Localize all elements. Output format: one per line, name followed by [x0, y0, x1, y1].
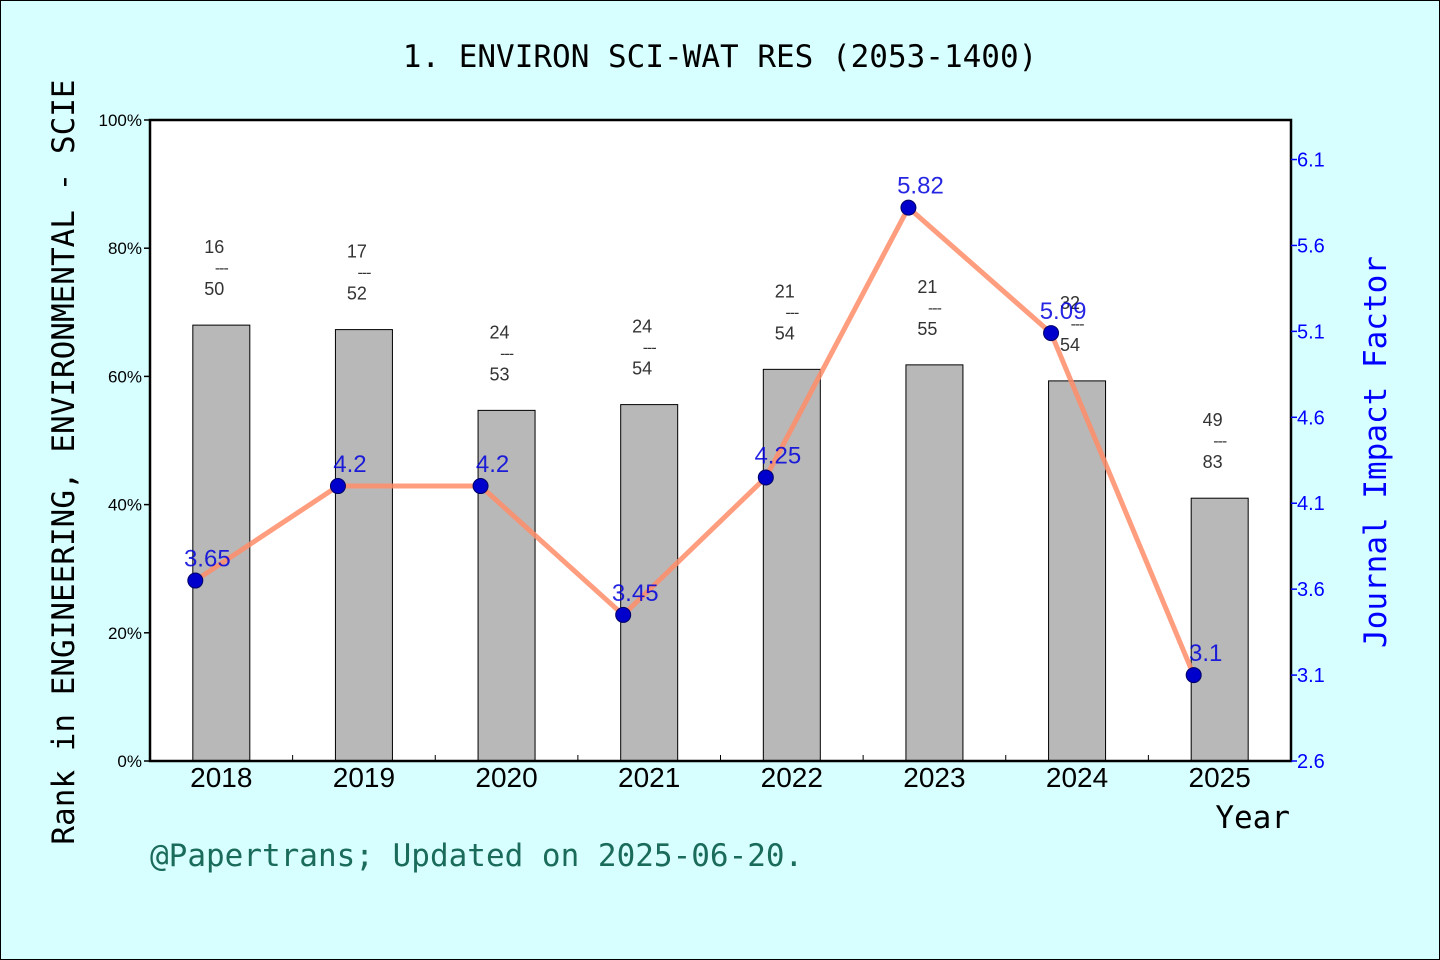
rank-separator-label: ---	[215, 260, 229, 277]
impact-point	[187, 572, 204, 589]
bar-2023	[905, 364, 964, 762]
x-tick-label: 2023	[903, 762, 965, 793]
rank-top-label: 21	[917, 277, 937, 297]
impact-point	[1043, 325, 1060, 342]
right-tick-label: 5.1	[1297, 321, 1325, 343]
rank-bottom-label: 55	[917, 319, 937, 339]
rank-bottom-label: 50	[204, 279, 224, 299]
impact-value-label: 3.1	[1189, 640, 1222, 667]
right-tick-label: 3.1	[1297, 665, 1325, 687]
x-tick-label: 2020	[475, 762, 537, 793]
rank-separator-label: ---	[928, 300, 942, 317]
rank-top-label: 17	[347, 242, 367, 262]
x-tick-label: 2025	[1189, 762, 1251, 793]
chart-title: 1. ENVIRON SCI-WAT RES (2053-1400)	[403, 39, 1038, 75]
left-axis: 0% 20% 40% 60% 80% 100%	[99, 111, 150, 771]
rank-top-label: 24	[632, 317, 652, 337]
rank-separator-label: ---	[643, 340, 657, 357]
right-axis: 2.6 3.1 3.6 4.1 4.6 5.1 5.6 6.1	[1291, 150, 1325, 773]
x-axis-label: Year	[1215, 800, 1290, 836]
left-tick-label: 0%	[117, 752, 142, 771]
left-tick-label: 20%	[108, 624, 142, 643]
right-tick-label: 5.6	[1297, 235, 1325, 257]
left-tick-label: 80%	[108, 239, 142, 258]
rank-top-label: 21	[775, 281, 795, 301]
rank-bottom-label: 52	[347, 284, 367, 304]
rank-top-label: 49	[1203, 410, 1223, 430]
impact-value-label: 4.2	[476, 451, 509, 478]
right-tick-label: 3.6	[1297, 579, 1325, 601]
right-tick-label: 4.6	[1297, 407, 1325, 429]
rank-bottom-label: 83	[1203, 452, 1223, 472]
bar-2022	[762, 368, 821, 762]
right-tick-label: 4.1	[1297, 493, 1325, 515]
rank-bottom-label: 54	[632, 359, 652, 379]
rank-bottom-label: 54	[775, 323, 795, 343]
rank-bottom-label: 53	[490, 364, 510, 384]
rank-separator-label: ---	[357, 265, 371, 282]
impact-value-label: 4.25	[754, 442, 801, 469]
impact-point	[900, 199, 917, 216]
x-tick-label: 2024	[1046, 762, 1108, 793]
rank-separator-label: ---	[785, 304, 799, 321]
impact-point	[1185, 667, 1202, 684]
impact-value-label: 4.2	[333, 451, 366, 478]
y2-axis-label: Journal Impact Factor	[1358, 256, 1394, 648]
rank-separator-label: ---	[1071, 316, 1085, 333]
plot-area	[150, 120, 1291, 761]
x-tick-label: 2022	[761, 762, 823, 793]
footer-credit: @Papertrans; Updated on 2025-06-20.	[150, 838, 803, 874]
rank-top-label: 16	[204, 237, 224, 257]
rank-separator-label: ---	[1213, 433, 1227, 450]
rank-separator-label: ---	[500, 345, 514, 362]
left-tick-label: 60%	[108, 367, 142, 386]
impact-point	[757, 469, 774, 486]
rank-top-label: 24	[490, 322, 510, 342]
impact-point	[472, 478, 489, 495]
x-tick-label: 2019	[333, 762, 395, 793]
impact-point	[615, 606, 632, 623]
bar-2019	[334, 329, 393, 762]
impact-line	[193, 205, 1196, 677]
x-axis: 2018 2019 2020 2021 2022 2023 2024 2025	[149, 755, 1292, 793]
impact-value-label: 5.82	[897, 173, 944, 200]
bar-2018	[192, 324, 251, 762]
impact-point	[329, 478, 346, 495]
bar-2021	[620, 404, 679, 762]
x-tick-label: 2021	[618, 762, 680, 793]
rank-labels-layer: 16 --- 50 17 --- 52 24 --- 53 24 --- 54 21 --- 54 21 ---…	[204, 237, 1228, 472]
bar-2025	[1190, 497, 1249, 762]
impact-line-layer: 3.65 4.2 4.2 3.45 4.25 5.82 5.09 3.1	[184, 173, 1222, 684]
y-axis-label: Rank in ENGINEERING, ENVIRONMENTAL - SCI…	[46, 79, 82, 844]
right-tick-label: 2.6	[1297, 751, 1325, 773]
bars-layer	[192, 324, 1249, 762]
impact-value-label: 3.45	[612, 580, 659, 607]
left-tick-label: 100%	[99, 111, 142, 130]
left-tick-label: 40%	[108, 496, 142, 515]
right-tick-label: 6.1	[1297, 150, 1325, 172]
impact-value-label: 5.09	[1040, 298, 1087, 325]
bar-2020	[477, 409, 536, 762]
x-tick-label: 2018	[190, 762, 252, 793]
rank-top-label: 32	[1060, 293, 1080, 313]
impact-value-label: 3.65	[184, 546, 231, 573]
rank-bottom-label: 54	[1060, 335, 1080, 355]
